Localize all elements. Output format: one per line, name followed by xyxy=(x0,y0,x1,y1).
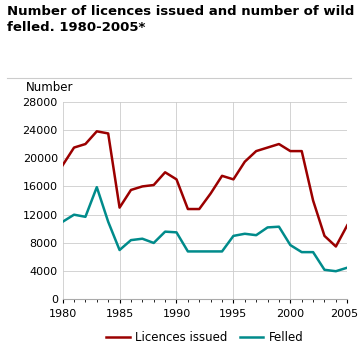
Licences issued xyxy=(186,207,190,211)
Felled xyxy=(129,238,133,242)
Felled xyxy=(106,220,110,224)
Felled xyxy=(61,220,65,224)
Felled xyxy=(197,249,202,254)
Licences issued xyxy=(72,146,76,150)
Licences issued xyxy=(163,170,167,175)
Felled xyxy=(334,269,338,273)
Felled xyxy=(174,230,179,234)
Felled xyxy=(186,249,190,254)
Felled xyxy=(277,225,281,229)
Licences issued xyxy=(220,174,224,178)
Felled xyxy=(140,237,145,241)
Licences issued xyxy=(277,142,281,146)
Line: Licences issued: Licences issued xyxy=(63,131,347,246)
Licences issued xyxy=(288,149,292,153)
Licences issued xyxy=(322,234,326,238)
Licences issued xyxy=(61,163,65,167)
Felled xyxy=(151,241,156,245)
Licences issued xyxy=(83,142,88,146)
Felled xyxy=(345,265,349,270)
Felled xyxy=(83,215,88,219)
Felled xyxy=(288,243,292,247)
Line: Felled: Felled xyxy=(63,187,347,271)
Licences issued xyxy=(140,184,145,189)
Felled xyxy=(254,233,258,237)
Felled xyxy=(265,225,270,229)
Licences issued xyxy=(197,207,202,211)
Felled xyxy=(72,212,76,217)
Felled xyxy=(208,249,213,254)
Licences issued xyxy=(117,205,122,210)
Licences issued xyxy=(151,183,156,187)
Felled xyxy=(95,185,99,189)
Licences issued xyxy=(254,149,258,153)
Felled xyxy=(311,250,315,254)
Licences issued xyxy=(129,188,133,192)
Felled xyxy=(163,229,167,234)
Licences issued xyxy=(95,129,99,134)
Licences issued xyxy=(231,177,236,182)
Licences issued xyxy=(311,198,315,203)
Licences issued xyxy=(265,146,270,150)
Felled xyxy=(117,248,122,252)
Licences issued xyxy=(300,149,304,153)
Felled xyxy=(243,232,247,236)
Licences issued xyxy=(106,131,110,136)
Felled xyxy=(220,249,224,254)
Licences issued xyxy=(174,177,179,182)
Legend: Licences issued, Felled: Licences issued, Felled xyxy=(101,327,309,349)
Felled xyxy=(231,234,236,238)
Licences issued xyxy=(334,244,338,249)
Text: Number of licences issued and number of wild reinder
felled. 1980-2005*: Number of licences issued and number of … xyxy=(7,5,358,34)
Felled xyxy=(322,268,326,272)
Felled xyxy=(300,250,304,254)
Text: Number: Number xyxy=(26,81,73,94)
Licences issued xyxy=(208,191,213,196)
Licences issued xyxy=(243,159,247,164)
Licences issued xyxy=(345,223,349,228)
